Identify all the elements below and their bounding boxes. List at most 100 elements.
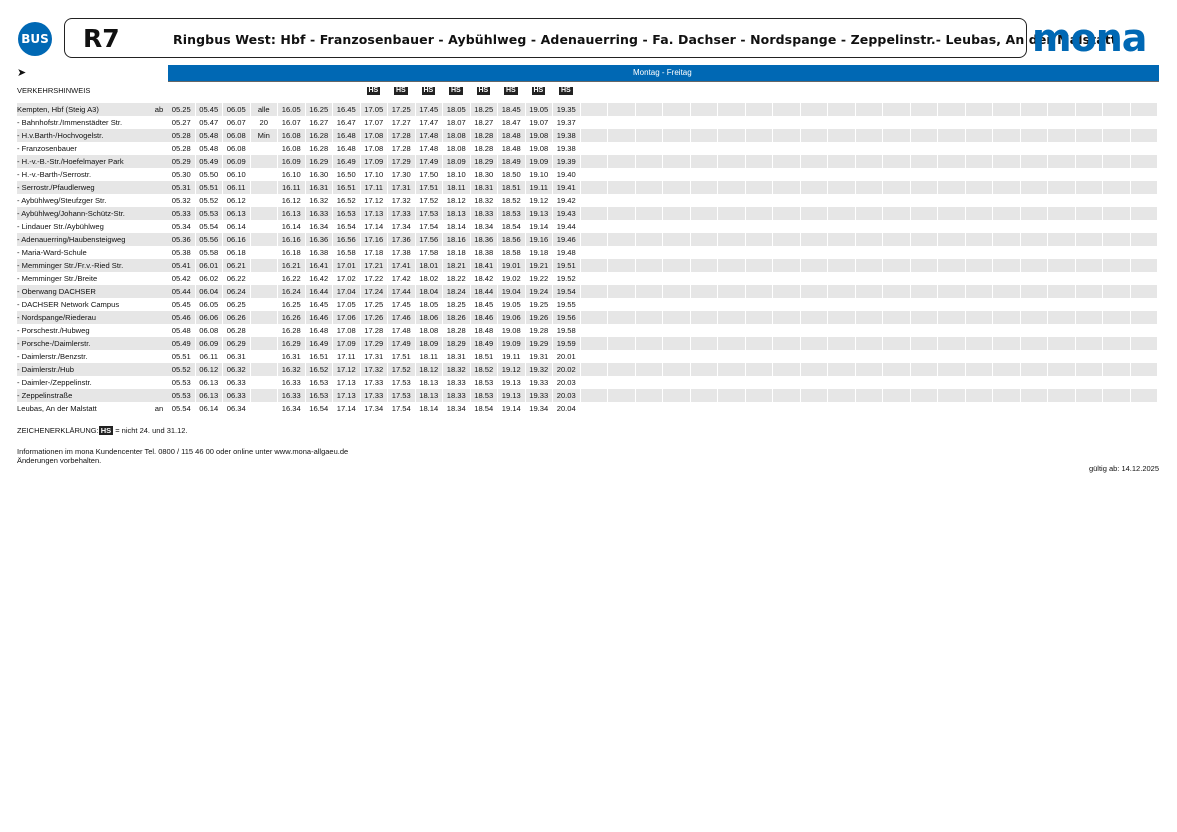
empty-cell <box>663 376 690 389</box>
time-cell: 19.01 <box>498 259 525 272</box>
time-cell: 18.46 <box>470 311 497 324</box>
empty-cell <box>1048 324 1075 337</box>
empty-cell <box>718 220 745 233</box>
time-cell: 05.52 <box>168 363 195 376</box>
empty-cell <box>663 350 690 363</box>
empty-cell <box>718 194 745 207</box>
time-cell: 19.29 <box>525 337 552 350</box>
time-cell: 05.48 <box>195 129 222 142</box>
empty-cell <box>745 311 772 324</box>
empty-cell <box>1103 142 1130 155</box>
time-cell <box>251 324 278 337</box>
time-cell: 06.12 <box>226 196 246 205</box>
empty-cell <box>1048 272 1075 285</box>
time-cell: 17.54 <box>419 222 439 231</box>
empty-cell <box>1076 168 1103 181</box>
empty-cell <box>1103 337 1130 350</box>
empty-cell <box>966 324 993 337</box>
empty-cell <box>801 324 828 337</box>
empty-cell <box>993 376 1020 389</box>
time-cell: 17.27 <box>391 118 411 127</box>
time-cell: 19.12 <box>498 363 525 376</box>
empty-cell <box>911 350 938 363</box>
empty-cell <box>635 259 662 272</box>
empty-cell <box>801 168 828 181</box>
empty-cell <box>745 207 772 220</box>
time-cell: 19.39 <box>553 155 580 168</box>
route-header: R7 Ringbus West: Hbf - Franzosenbauer - … <box>64 18 1117 58</box>
empty-cell <box>581 194 608 207</box>
empty-cell <box>690 207 717 220</box>
empty-cell <box>1130 259 1157 272</box>
time-cell: 18.31 <box>470 181 497 194</box>
empty-cell <box>663 181 690 194</box>
time-cell: 05.33 <box>168 207 195 220</box>
empty-cell <box>636 194 663 207</box>
empty-cell <box>608 142 635 155</box>
empty-cell <box>993 116 1020 129</box>
empty-cell <box>911 168 938 181</box>
time-cell <box>251 272 278 285</box>
time-cell: 17.02 <box>336 274 356 283</box>
empty-cell <box>801 194 828 207</box>
departure-arrival-mark <box>150 259 168 272</box>
empty-cell <box>773 363 800 376</box>
empty-cell <box>581 116 608 129</box>
time-cell: 16.48 <box>336 144 356 153</box>
time-cell: 16.24 <box>278 285 305 298</box>
empty-cell <box>1020 259 1047 272</box>
time-cell: 16.33 <box>281 378 301 387</box>
empty-cell <box>1020 129 1047 142</box>
time-cell: 19.13 <box>501 378 521 387</box>
empty-cell <box>1130 285 1157 298</box>
table-row: - Aybühlweg/Johann-Schütz-Str. 05.33 05.53… <box>17 207 1159 220</box>
empty-cell <box>636 350 663 363</box>
time-cell: 16.05 <box>278 103 305 116</box>
departure-arrival-mark <box>150 142 168 155</box>
time-cell: 17.01 <box>333 259 360 272</box>
empty-cell <box>938 402 965 415</box>
empty-cell <box>938 246 965 259</box>
time-cell: 16.09 <box>278 155 305 168</box>
empty-cell <box>746 220 773 233</box>
empty-cell <box>856 402 883 415</box>
empty-cell <box>965 129 992 142</box>
table-row: - Daimler-/Zeppelinstr. 05.53 06.13 06.33 16… <box>17 376 1159 389</box>
empty-cell <box>938 259 965 272</box>
empty-cell <box>690 181 717 194</box>
time-cell: 17.26 <box>360 311 387 324</box>
empty-cell <box>938 116 965 129</box>
time-cell <box>251 194 278 207</box>
empty-cell <box>1021 116 1048 129</box>
empty-cell <box>745 103 772 116</box>
time-cell: 18.13 <box>443 207 470 220</box>
empty-cell <box>691 402 718 415</box>
time-cell: 17.25 <box>364 300 384 309</box>
time-cell: 06.13 <box>195 389 222 402</box>
empty-cell <box>965 207 992 220</box>
empty-cell <box>1076 350 1103 363</box>
time-cell: 19.33 <box>529 378 549 387</box>
empty-cell <box>855 181 882 194</box>
time-cell: 17.41 <box>388 259 415 272</box>
empty-cell <box>1020 337 1047 350</box>
empty-cell <box>938 194 965 207</box>
stop-name: - H.-v.-Barth-/Serrostr. <box>17 170 92 179</box>
empty-cell <box>1103 298 1130 311</box>
empty-cell <box>580 259 607 272</box>
time-cell <box>250 311 277 324</box>
table-row: - Oberwang DACHSER 05.44 06.04 06.24 16.24 16… <box>17 285 1159 298</box>
time-cell: 06.26 <box>223 311 250 324</box>
empty-cell <box>883 337 910 350</box>
empty-cell <box>580 363 607 376</box>
empty-cell <box>745 285 772 298</box>
stop-name: - Serrostr./Pfaudlerweg <box>17 181 150 194</box>
time-cell: 18.56 <box>498 233 525 246</box>
empty-cell <box>663 246 690 259</box>
time-cell: 17.47 <box>419 118 439 127</box>
time-cell: 18.47 <box>501 118 521 127</box>
time-cell: Min <box>250 129 277 142</box>
empty-cell <box>608 103 635 116</box>
empty-cell <box>1048 376 1075 389</box>
empty-cell <box>580 103 607 116</box>
